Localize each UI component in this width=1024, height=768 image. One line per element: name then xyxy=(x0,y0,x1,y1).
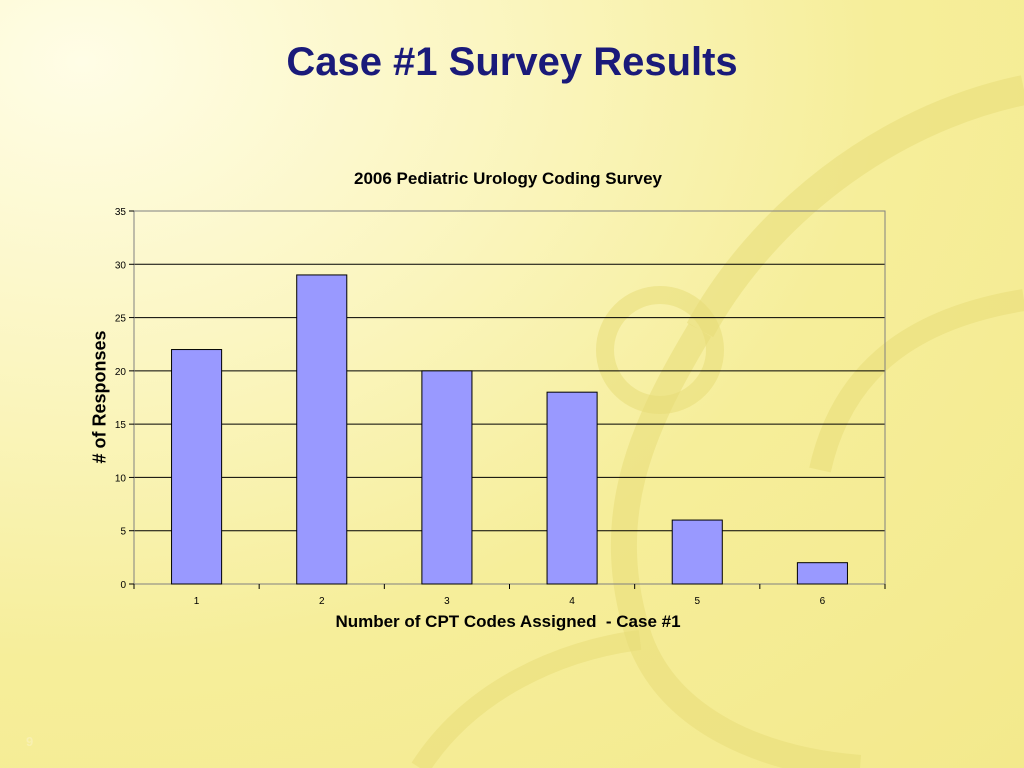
y-axis-ticks: 0 5 10 15 20 25 30 35 xyxy=(115,207,134,591)
x-tick-label: 3 xyxy=(444,596,450,607)
bar-4 xyxy=(546,391,598,585)
chart-title: 2006 Pediatric Urology Coding Survey xyxy=(354,169,662,188)
bars xyxy=(171,274,848,585)
x-tick-label: 4 xyxy=(569,596,575,607)
y-tick-label: 35 xyxy=(115,207,127,218)
plot-area-frame xyxy=(133,210,886,585)
y-tick-label: 30 xyxy=(115,260,127,271)
x-axis-ticks: 1 2 3 4 5 6 xyxy=(133,584,886,607)
slide-title: Case #1 Survey Results xyxy=(286,40,738,84)
y-tick-label: 25 xyxy=(115,314,127,325)
x-tick-label: 1 xyxy=(194,596,200,607)
x-tick-label: 2 xyxy=(319,596,325,607)
y-tick-label: 15 xyxy=(115,420,127,431)
x-axis-label: Number of CPT Codes Assigned - Case #1 xyxy=(335,612,681,631)
x-tick-label: 6 xyxy=(820,596,826,607)
bar-2 xyxy=(296,274,348,585)
y-tick-label: 0 xyxy=(120,580,126,591)
bar-1 xyxy=(171,349,223,585)
bar-6 xyxy=(796,562,848,585)
y-tick-label: 10 xyxy=(115,473,127,484)
gridlines xyxy=(133,210,885,585)
x-tick-label: 5 xyxy=(694,596,700,607)
bar-3 xyxy=(421,370,473,585)
bar-5 xyxy=(671,519,723,585)
slide-number: 9 xyxy=(26,734,34,749)
y-tick-label: 5 xyxy=(120,527,126,538)
y-tick-label: 20 xyxy=(115,367,127,378)
